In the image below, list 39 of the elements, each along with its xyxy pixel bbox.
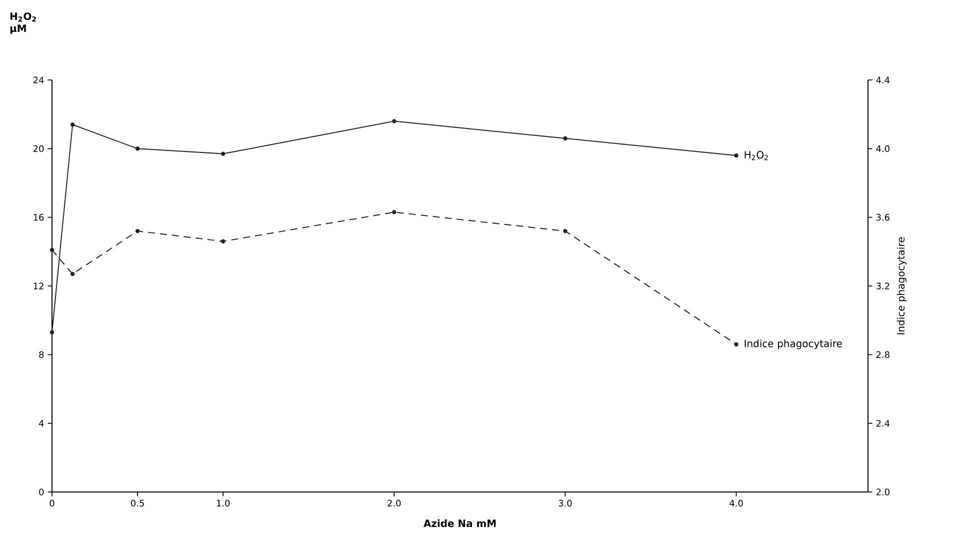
point	[50, 248, 54, 252]
point	[392, 210, 396, 214]
y2-tick-label: 4.0	[876, 145, 890, 152]
point	[50, 330, 54, 334]
y-tick-label: 16	[34, 214, 44, 221]
point	[70, 122, 75, 127]
y-axis-title: H$_{2}$O$_{2}$ µM	[10, 12, 36, 34]
y2-tick-label: 2.8	[876, 351, 890, 358]
point	[392, 119, 396, 124]
y-tick-label: 24	[33, 76, 44, 84]
x-axis-title: Azide Na mM	[424, 519, 496, 528]
y2-axis-title: Indice phagocytaire	[896, 237, 907, 334]
y2-tick-label: 3.6	[876, 214, 890, 221]
point	[220, 152, 226, 156]
x-tick-label: 4.0	[730, 500, 743, 507]
y-tick-label: 20	[33, 145, 44, 152]
series-label: Indice phagocytaire	[744, 340, 842, 350]
y2-tick-label: 2.4	[876, 420, 890, 427]
y2-tick-label: 3.2	[876, 282, 890, 290]
x-tick-label: 3.0	[558, 500, 572, 507]
x-tick-label: 0.5	[131, 500, 144, 507]
point	[135, 228, 140, 234]
y-tick-label: 12	[34, 282, 44, 290]
point	[135, 146, 140, 151]
y-tick-label: 8	[39, 351, 44, 358]
y-tick-label: 0	[39, 488, 44, 496]
point	[563, 228, 568, 234]
x-tick-label: 1.0	[216, 500, 230, 507]
point	[70, 272, 75, 276]
y2-tick-label: 4.4	[876, 76, 890, 84]
y2-tick-label: 2.0	[876, 488, 890, 496]
point	[220, 239, 226, 244]
x-tick-label: 2.0	[388, 500, 401, 507]
y-tick-label: 4	[38, 420, 44, 427]
point	[734, 342, 738, 346]
point	[734, 153, 738, 158]
series-label: H$_{2}$O$_{2}$	[744, 150, 768, 160]
point	[563, 136, 568, 140]
x-tick-label: 0	[50, 500, 54, 507]
